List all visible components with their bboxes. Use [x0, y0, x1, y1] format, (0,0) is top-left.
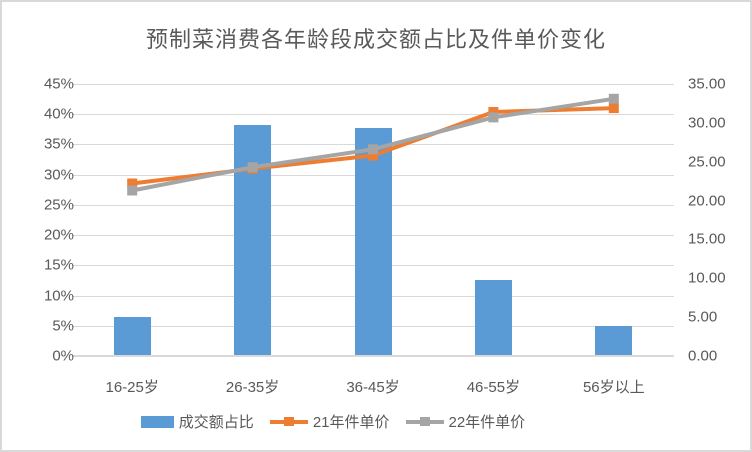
legend-marker-icon [283, 417, 294, 426]
line-marker [608, 93, 619, 104]
y-axis-left-tick-label: 30% [43, 166, 74, 184]
chart-title: 预制菜消费各年龄段成交额占比及件单价变化 [145, 27, 606, 52]
legend-line-swatch-icon [269, 417, 308, 426]
bar [354, 127, 392, 356]
x-axis-tick-label: 46-55岁 [466, 379, 521, 396]
bar [113, 317, 151, 356]
y-axis-left-tick-label: 40% [43, 105, 74, 123]
x-axis-tick-label: 36-45岁 [346, 379, 400, 396]
y-axis-left-tick-label: 20% [43, 226, 74, 244]
legend-label: 22年件单价 [448, 414, 526, 431]
line-marker [127, 178, 138, 189]
y-axis-right-tick-label: 15.00 [688, 230, 726, 248]
line-marker [247, 162, 258, 173]
bar [595, 326, 633, 356]
y-axis-right-tick-label: 5.00 [688, 308, 718, 326]
y-axis-right-tick-label: 10.00 [688, 269, 726, 287]
y-axis-right-tick-label: 35.00 [688, 75, 726, 93]
x-axis-tick-label: 26-35岁 [225, 379, 280, 396]
line-marker [608, 103, 619, 114]
legend-label: 21年件单价 [312, 414, 390, 431]
y-axis-right-tick-label: 30.00 [688, 114, 726, 132]
y-axis-right-tick-label: 20.00 [688, 192, 726, 210]
y-axis-left-tick-label: 10% [43, 287, 74, 305]
gridline [72, 84, 674, 85]
x-axis-line [72, 355, 674, 356]
legend-label: 成交额占比 [178, 414, 254, 431]
line-marker [127, 185, 138, 196]
bar [474, 280, 512, 356]
gridline [72, 356, 674, 357]
legend-bar-swatch-icon [140, 415, 174, 428]
y-axis-left-tick-label: 35% [43, 135, 74, 153]
legend-item: 21年件单价 [269, 411, 390, 432]
line-marker [368, 144, 378, 155]
legend-line-swatch-icon [405, 417, 444, 426]
y-axis-right-tick-label: 0.00 [688, 347, 718, 365]
x-axis-tick-label: 16-25岁 [105, 379, 159, 396]
lines-layer [127, 93, 619, 196]
y-axis-left-tick-label: 45% [43, 75, 74, 93]
line-marker [368, 150, 378, 161]
gridline [72, 114, 674, 116]
y-axis-left-tick-label: 0% [52, 347, 74, 365]
y-axis-left-tick-label: 15% [43, 256, 74, 274]
line-marker [488, 107, 499, 117]
line-marker [488, 112, 499, 123]
y-axis-right-tick-label: 25.00 [688, 153, 726, 171]
x-axis-tick-label: 56岁以上 [582, 379, 645, 396]
y-axis-left-tick-label: 25% [43, 196, 74, 214]
legend: 成交额占比 21年件单价 22年件单价 [2, 411, 664, 432]
legend-item: 成交额占比 [140, 411, 254, 432]
plot-area [72, 84, 674, 357]
legend-item: 22年件单价 [405, 411, 526, 432]
y-axis-left-tick-label: 5% [52, 317, 74, 335]
legend-marker-icon [419, 417, 430, 426]
